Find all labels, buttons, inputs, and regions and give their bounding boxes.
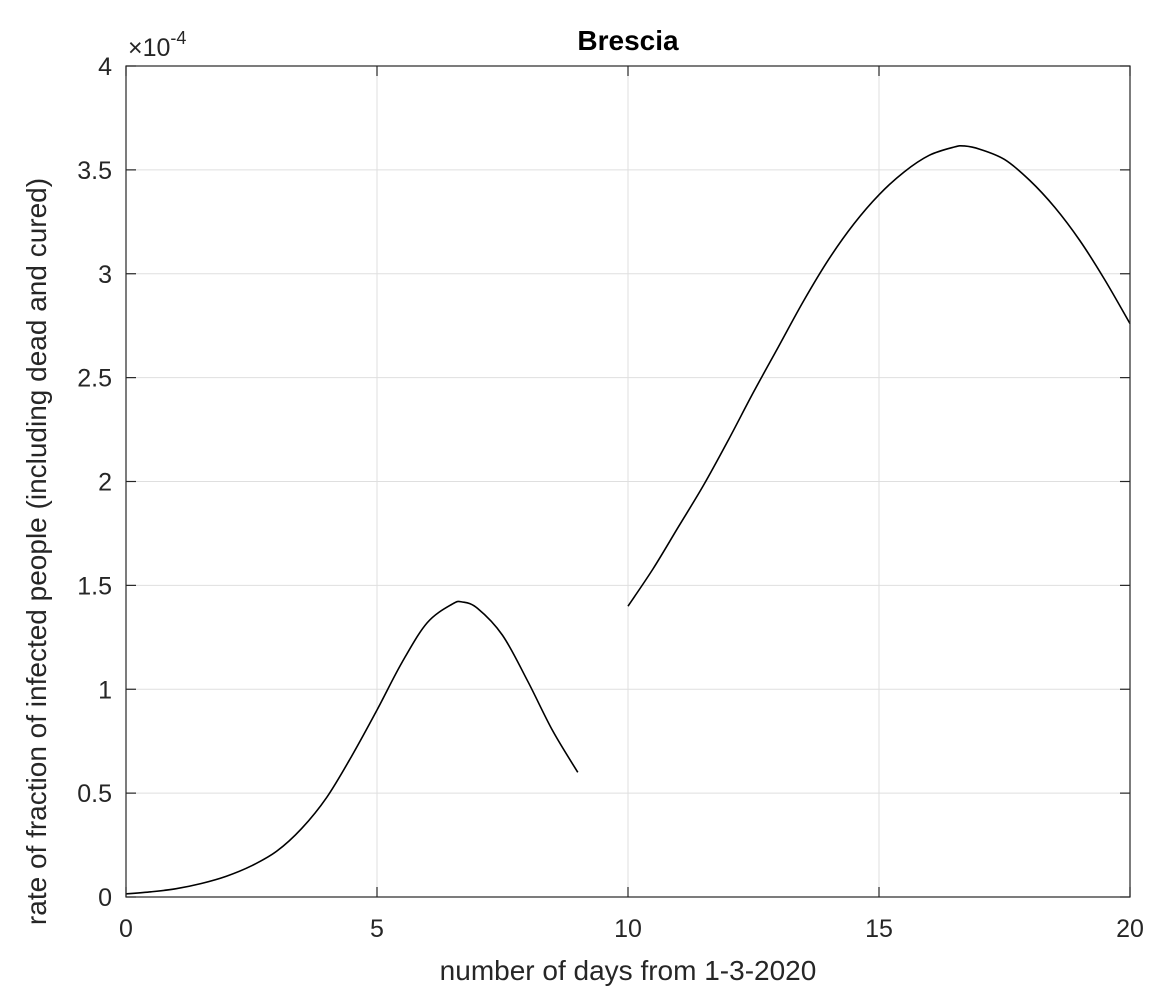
y-tick-label: 2 <box>98 469 112 497</box>
ticks <box>125 65 1131 898</box>
y-tick-label: 2.5 <box>77 365 112 393</box>
x-tick-label: 5 <box>370 915 384 943</box>
series-line-1 <box>125 600 579 895</box>
x-tick-label: 10 <box>614 915 642 943</box>
y-tick-label: 3.5 <box>77 157 112 185</box>
y-tick-label: 1.5 <box>77 572 112 600</box>
y-tick-label: 4 <box>98 53 112 81</box>
y-exponent-base: ×10 <box>128 34 170 62</box>
chart-title: Brescia <box>577 25 679 56</box>
y-tick-label: 1 <box>98 676 112 704</box>
y-axis-exponent: ×10-4 <box>128 28 186 62</box>
x-tick-label: 15 <box>865 915 893 943</box>
tick-labels: 0 5 10 15 20 0 0.5 1 1.5 2 2.5 3 3.5 4 <box>77 53 1144 943</box>
y-tick-label: 0.5 <box>77 780 112 808</box>
x-axis-label: number of days from 1-3-2020 <box>440 955 817 986</box>
series-line-2 <box>627 144 1131 607</box>
y-axis-label: rate of fraction of infected people (inc… <box>21 178 52 925</box>
x-tick-label: 20 <box>1116 915 1144 943</box>
series-layer <box>125 144 1131 895</box>
y-exponent-power: -4 <box>170 28 186 48</box>
y-tick-label: 3 <box>98 261 112 289</box>
grid <box>125 65 1131 898</box>
y-tick-label: 0 <box>98 884 112 912</box>
x-tick-label: 0 <box>119 915 133 943</box>
